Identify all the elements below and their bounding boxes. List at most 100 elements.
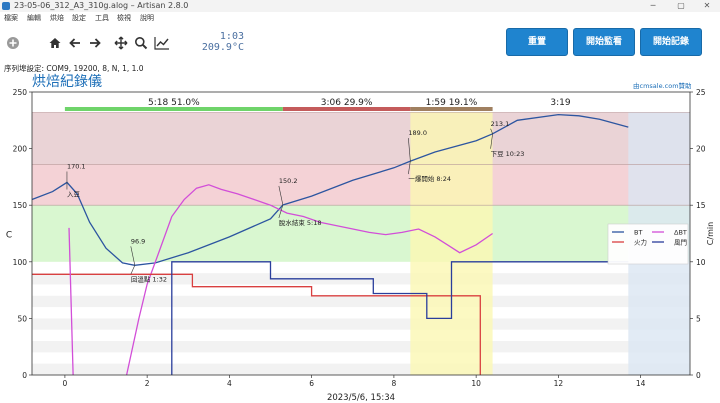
app-icon [2,2,10,10]
back-arrow-icon[interactable] [68,36,82,50]
y2-tick-label: 25 [696,88,706,97]
phase-segment-bar [64,107,283,111]
annotation-label: 入豆 [67,190,81,198]
home-icon[interactable] [48,36,62,50]
legend-entry: BT [634,229,642,237]
stripe-band [32,318,690,330]
chart-grid [32,112,690,206]
chart-line-icon[interactable] [154,36,170,50]
maximize-icon[interactable]: ▢ [677,1,685,10]
phase-label: 1:59 19.1% [426,98,478,108]
menu-edit[interactable]: 編輯 [27,14,41,22]
legend-entry: ΔBT [674,229,687,237]
chart-axes: 0 2 4 6 8 10 12 14 0 50 100 150 200 250 0 5 10 15 20 25 2023… [6,88,715,403]
annotation-leader [130,246,136,266]
y2-axis-label: C/min [706,222,715,245]
annotation-label: 回溫點 1:32 [131,274,167,283]
menu-file[interactable]: 檔案 [4,14,18,22]
temperature-band [32,112,690,165]
y2-tick-label: 10 [696,258,706,267]
x-tick-label: 6 [309,379,314,388]
legend-entry: 火力 [634,238,647,247]
y-tick-label: 200 [13,145,28,154]
zoom-icon[interactable] [134,36,148,50]
x-tick-label: 8 [392,379,397,388]
chart-legend: BT ΔBT 火力 風門 [607,223,689,265]
y-tick-label: 150 [13,201,28,210]
close-icon[interactable]: ✕ [703,1,711,10]
legend-entry: 風門 [674,239,687,247]
x-tick-label: 4 [227,379,232,388]
chart-annotations: 170.1 入豆 96.9 回溫點 1:32 150.2 脫水結束 5:18 189.0 一爆… [66,120,525,283]
y-tick-label: 250 [13,88,28,97]
move-icon[interactable] [114,36,128,50]
annotation-leader [278,185,284,206]
menu-roast[interactable]: 烘焙 [50,14,64,22]
chart-background [32,92,690,375]
phase-label: 3:06 29.9% [321,98,373,108]
annotation-label: 213.1 [491,120,510,128]
y-tick-label: 100 [13,258,28,267]
series-line [171,261,629,375]
start-record-button[interactable]: 開始記錄 [640,28,702,56]
phase-segment-bar [410,107,493,111]
y-tick-label: 0 [22,371,27,380]
y2-tick-label: 15 [696,201,706,210]
temperature-band [32,205,690,262]
annotation-label: 96.9 [131,237,145,245]
annotation-leader [490,128,493,134]
annotation-label: 一爆開始 8:24 [408,174,451,183]
annotation-label: 脫水結束 5:18 [279,218,322,227]
menu-help[interactable]: 說明 [140,14,154,22]
temperature-readout: 209.9°C [201,42,244,53]
stripe-band [32,341,690,353]
stripe-band [32,295,690,308]
annotation-label: 189.0 [408,129,427,137]
annotation-label: 下豆 10:23 [491,150,525,158]
x-tick-label: 14 [636,379,646,388]
start-monitor-button[interactable]: 開始監看 [573,28,635,56]
window-title: 23-05-06_312_A3_310g.alog – Artisan 2.8.… [14,1,189,10]
y-axis-label: C [6,231,12,241]
minimize-icon[interactable]: ─ [650,1,656,10]
menu-view[interactable]: 檢視 [117,14,131,22]
menu-config[interactable]: 設定 [72,14,86,22]
x-tick-label: 0 [63,379,68,388]
y2-tick-label: 5 [696,314,701,323]
annotation-leader [490,133,493,149]
menu-bar: 檔案 編輯 烘焙 設定 工具 檢視 說明 [0,12,720,24]
series-line [125,184,493,376]
x-tick-label: 10 [471,379,481,388]
x-tick-label: 12 [554,379,564,388]
x-axis-label: 2023/5/6, 15:34 [327,393,395,403]
sponsor-link[interactable]: 由cmsale.com贊助 [633,82,692,90]
phase-bar: 5:18 51.0% 3:06 29.9% 1:59 19.1% 3:19 [32,92,690,112]
legend-box [607,223,689,265]
stripe-band [32,363,690,375]
annotation-leader [130,265,136,275]
temperature-band [32,164,690,206]
timer-readout: 1:03 [219,31,244,42]
series-line [32,273,481,375]
annotation-label: 150.2 [279,177,298,185]
serial-settings: 序列埠設定: COM9, 19200, 8, N, 1, 1.0 [4,64,144,73]
annotation-leader [408,161,411,175]
y2-tick-label: 0 [696,371,701,380]
annotation-label: 170.1 [67,162,86,170]
annotation-leader [408,138,411,162]
title-bar: 23-05-06_312_A3_310g.alog – Artisan 2.8.… [0,0,720,12]
annotation-leader [278,204,284,219]
phase-segment-bar [282,107,411,111]
reset-button[interactable]: 重置 [506,28,568,56]
plus-circle-icon[interactable] [6,36,20,50]
chart-title: 烘焙紀錄儀 [32,74,102,90]
plot-frame [31,91,691,376]
y2-tick-label: 20 [696,145,706,154]
menu-tools[interactable]: 工具 [95,14,109,22]
x-tick-label: 2 [145,379,150,388]
forward-arrow-icon[interactable] [88,36,102,50]
phase-label: 5:18 51.0% [148,98,200,108]
series-line [68,227,74,376]
y-tick-label: 50 [17,314,27,323]
